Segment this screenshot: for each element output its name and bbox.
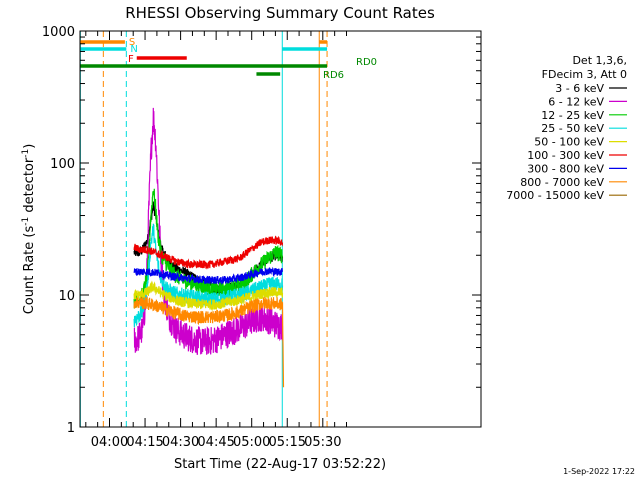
flag-label-f: F xyxy=(128,54,134,65)
plot-frame xyxy=(79,30,482,428)
x-tick-label: 04:45 xyxy=(197,435,234,450)
chart-title: RHESSI Observing Summary Count Rates xyxy=(125,4,435,22)
legend-label: 50 - 100 keV xyxy=(534,136,604,149)
flag-label-n: N xyxy=(130,44,137,55)
x-tick-label: 04:15 xyxy=(126,435,163,450)
series-line-100-300-kev xyxy=(133,235,284,270)
series-line-300-800-kev xyxy=(133,266,284,285)
legend-label: 12 - 25 keV xyxy=(541,109,604,122)
y-axis-label: Count Rate (s-1 detector-1) xyxy=(21,144,37,315)
flag-label-s: S xyxy=(129,37,135,48)
x-axis-label: Start Time (22-Aug-17 03:52:22) xyxy=(174,457,386,472)
legend-label: 300 - 800 keV xyxy=(527,162,604,175)
legend-label: 7000 - 15000 keV xyxy=(506,189,604,202)
observing-flag-bars: SNF RD0 RD6 xyxy=(80,37,377,81)
y-axis-ticks: 1 10 100 1000 xyxy=(42,25,481,436)
count-rate-series xyxy=(133,107,285,388)
generated-timestamp: 1-Sep-2022 17:22 xyxy=(563,467,635,476)
x-tick-label: 05:00 xyxy=(233,435,270,450)
x-tick-label: 05:15 xyxy=(269,435,306,450)
y-tick-label: 100 xyxy=(50,157,75,172)
series-line-800-7000-kev xyxy=(133,295,285,388)
x-tick-label: 04:30 xyxy=(162,435,199,450)
flag-label-rd0: RD0 xyxy=(356,57,377,68)
legend-label: 100 - 300 keV xyxy=(527,149,604,162)
legend-label: 25 - 50 keV xyxy=(541,122,604,135)
y-tick-label: 10 xyxy=(58,289,75,304)
flag-label-rd6: RD6 xyxy=(323,70,344,81)
series-line-6-12-kev xyxy=(133,107,284,355)
legend-label: 6 - 12 keV xyxy=(548,95,604,108)
legend-label: 3 - 6 keV xyxy=(555,82,604,95)
legend-header-decim: FDecim 3, Att 0 xyxy=(542,68,627,81)
x-tick-label: 05:30 xyxy=(304,435,341,450)
series-line-50-100-kev xyxy=(133,280,284,312)
series-line-12-25-kev xyxy=(133,188,283,309)
legend-label: 800 - 7000 keV xyxy=(520,176,604,189)
legend-header-detectors: Det 1,3,6, xyxy=(572,54,627,67)
x-tick-label: 04:00 xyxy=(91,435,128,450)
y-tick-label: 1000 xyxy=(42,25,75,40)
y-tick-label: 1 xyxy=(67,421,75,436)
